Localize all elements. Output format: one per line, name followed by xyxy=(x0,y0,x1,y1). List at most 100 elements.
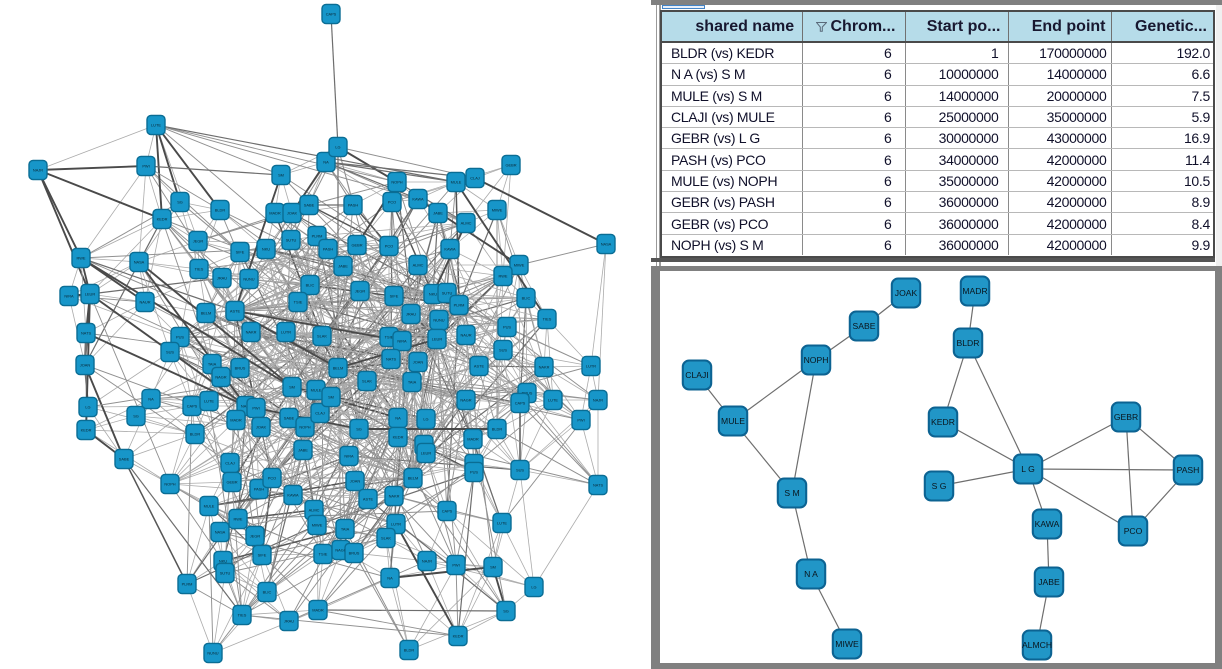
svg-text:LEUR: LEUR xyxy=(432,337,443,342)
svg-text:JEGR: JEGR xyxy=(250,534,261,539)
svg-text:LEUR: LEUR xyxy=(85,292,96,297)
svg-text:PASH: PASH xyxy=(254,487,264,492)
svg-text:PASH: PASH xyxy=(348,203,358,208)
svg-text:LG: LG xyxy=(423,417,428,422)
svg-text:TSIE: TSIE xyxy=(294,300,303,305)
svg-text:TIES: TIES xyxy=(195,267,204,272)
svg-text:RWE: RWE xyxy=(233,517,242,522)
svg-text:MADR: MADR xyxy=(269,211,281,216)
svg-text:LG: LG xyxy=(531,585,536,590)
svg-text:BLIC: BLIC xyxy=(522,296,531,301)
svg-text:NAKR: NAKR xyxy=(539,365,550,370)
svg-text:KAWA: KAWA xyxy=(444,247,456,252)
svg-text:SIFE: SIFE xyxy=(258,553,267,558)
svg-text:KEDR: KEDR xyxy=(393,435,404,440)
svg-text:NAGR: NAGR xyxy=(335,548,346,553)
svg-text:KAWA: KAWA xyxy=(412,197,424,202)
svg-text:SG: SG xyxy=(177,200,183,205)
svg-text:NIRA: NIRA xyxy=(344,454,354,459)
svg-text:ASTE: ASTE xyxy=(363,497,374,502)
svg-text:MULE: MULE xyxy=(311,388,322,393)
svg-text:GEBR: GEBR xyxy=(226,480,237,485)
svg-text:SIFE: SIFE xyxy=(236,250,245,255)
svg-text:KAWA: KAWA xyxy=(287,493,299,498)
svg-text:SUS: SUS xyxy=(166,350,174,355)
svg-text:NUNU: NUNU xyxy=(433,318,444,323)
svg-text:NA: NA xyxy=(148,397,154,402)
svg-text:BRUS: BRUS xyxy=(235,366,246,371)
svg-text:SG: SG xyxy=(356,427,362,432)
svg-text:JEGR: JEGR xyxy=(193,239,204,244)
svg-text:TIES: TIES xyxy=(238,613,247,618)
svg-text:NOPH: NOPH xyxy=(299,425,310,430)
svg-text:KEDR: KEDR xyxy=(157,217,168,222)
svg-text:NA: NA xyxy=(387,576,393,581)
svg-text:TSIE: TSIE xyxy=(319,552,328,557)
svg-text:SIFE: SIFE xyxy=(390,294,399,299)
svg-text:JRAU: JRAU xyxy=(406,312,416,317)
svg-text:NAKR: NAKR xyxy=(389,494,400,499)
svg-text:NAGR: NAGR xyxy=(215,375,226,380)
svg-text:NASA: NASA xyxy=(601,242,612,247)
svg-text:TAIA: TAIA xyxy=(208,362,217,367)
svg-text:PLRM: PLRM xyxy=(454,303,465,308)
svg-text:SABE: SABE xyxy=(119,457,130,462)
svg-text:JOAK: JOAK xyxy=(287,211,298,216)
svg-text:JRAU: JRAU xyxy=(284,619,294,624)
svg-text:NAJR: NAJR xyxy=(241,404,251,409)
svg-text:PUS: PUS xyxy=(503,325,511,330)
svg-text:JRAU: JRAU xyxy=(217,276,227,281)
svg-text:MIWE: MIWE xyxy=(492,208,503,213)
svg-text:SM: SM xyxy=(278,173,284,178)
svg-text:CAPS: CAPS xyxy=(326,12,337,17)
svg-text:MADR: MADR xyxy=(230,418,242,423)
svg-text:JABE: JABE xyxy=(298,448,308,453)
svg-text:SG: SG xyxy=(133,414,139,419)
svg-text:ASTE: ASTE xyxy=(230,309,241,314)
svg-text:NATS: NATS xyxy=(81,331,91,336)
svg-text:PUS: PUS xyxy=(176,335,184,340)
svg-text:NIRA: NIRA xyxy=(397,339,407,344)
svg-text:CLAJ: CLAJ xyxy=(470,176,480,181)
svg-text:NAUR: NAUR xyxy=(139,300,150,305)
svg-text:NAJR: NAJR xyxy=(422,559,432,564)
svg-text:NAJR: NAJR xyxy=(33,168,43,173)
svg-text:PWI: PWI xyxy=(452,563,459,568)
svg-text:NOPH: NOPH xyxy=(391,180,402,185)
svg-text:PCO: PCO xyxy=(385,244,393,249)
svg-text:JABE: JABE xyxy=(338,264,348,269)
svg-text:NA: NA xyxy=(395,416,401,421)
svg-text:SLAK: SLAK xyxy=(362,379,372,384)
svg-text:KEDR: KEDR xyxy=(453,634,464,639)
svg-text:SUS: SUS xyxy=(516,468,524,473)
svg-text:PCO: PCO xyxy=(268,476,276,481)
svg-text:ASTE: ASTE xyxy=(474,364,485,369)
svg-text:CAPS: CAPS xyxy=(515,401,526,406)
svg-text:LUTR: LUTR xyxy=(586,364,596,369)
svg-text:NATS: NATS xyxy=(386,357,396,362)
svg-text:PWI: PWI xyxy=(577,418,584,423)
svg-text:CLAJ: CLAJ xyxy=(315,411,325,416)
svg-text:MADR: MADR xyxy=(312,608,324,613)
svg-text:JEGR: JEGR xyxy=(355,289,366,294)
svg-text:NAKR: NAKR xyxy=(246,330,257,335)
svg-text:NIRA: NIRA xyxy=(64,294,74,299)
svg-text:MIWE: MIWE xyxy=(514,263,525,268)
svg-text:SM: SM xyxy=(490,565,496,570)
svg-text:SM: SM xyxy=(289,385,295,390)
svg-text:BELM: BELM xyxy=(408,476,419,481)
svg-text:LUTR: LUTR xyxy=(391,522,401,527)
svg-text:SUTU: SUTU xyxy=(220,571,231,576)
svg-text:NAUR: NAUR xyxy=(460,333,471,338)
svg-text:RWE: RWE xyxy=(76,256,85,261)
svg-text:PWI: PWI xyxy=(142,164,149,169)
svg-text:LUTE: LUTE xyxy=(204,399,214,404)
svg-text:BELM: BELM xyxy=(333,366,344,371)
svg-text:JOAN: JOAN xyxy=(350,479,361,484)
svg-text:NUNU: NUNU xyxy=(243,277,254,282)
svg-text:TSIE: TSIE xyxy=(385,335,394,340)
svg-text:TIES: TIES xyxy=(543,317,552,322)
svg-text:NA: NA xyxy=(323,160,329,165)
svg-text:NOPH: NOPH xyxy=(164,482,175,487)
svg-text:SABE: SABE xyxy=(304,203,315,208)
